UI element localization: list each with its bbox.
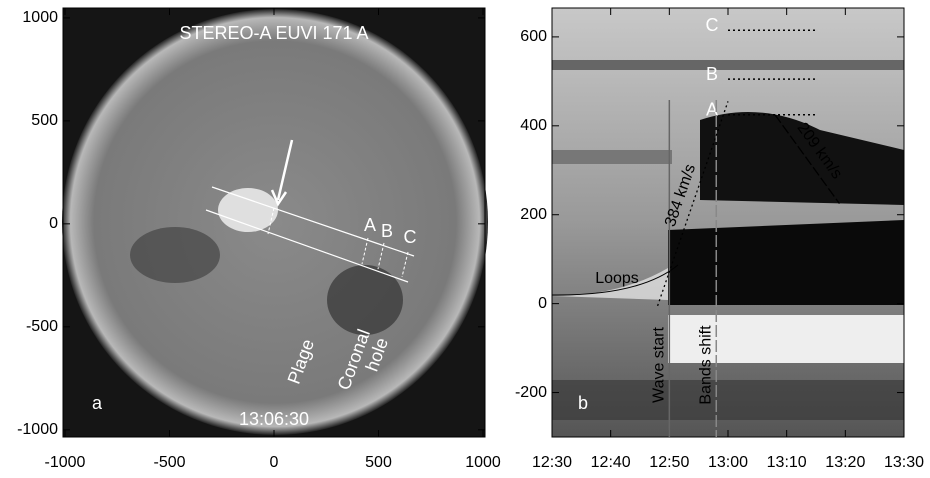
annotation: A	[364, 215, 376, 235]
speed-line	[656, 101, 729, 307]
slit-edge	[211, 186, 415, 257]
loops-label: Loops	[595, 270, 639, 287]
marker-label: Bands shift	[697, 325, 714, 405]
y-tick-label: -1000	[17, 421, 58, 438]
x-tick-label: 500	[365, 454, 392, 471]
arrow-head	[270, 189, 288, 207]
arrow	[276, 139, 294, 201]
level-label: A	[706, 99, 718, 119]
solar-disk	[62, 9, 488, 435]
x-tick-label: -1000	[45, 454, 86, 471]
annotation: B	[381, 221, 393, 241]
y-tick-label: 600	[520, 28, 547, 45]
coronal-hole	[327, 265, 403, 335]
slit-mark	[267, 207, 275, 235]
y-tick-label: -200	[515, 384, 547, 401]
x-tick-label: 13:20	[825, 454, 865, 471]
x-tick-label: 13:10	[767, 454, 807, 471]
panel-label: b	[578, 393, 588, 413]
dark-region	[130, 227, 220, 283]
band	[552, 150, 672, 164]
panel-label: a	[92, 393, 103, 413]
y-tick-label: 0	[538, 295, 547, 312]
x-tick-label: 13:30	[884, 454, 924, 471]
slit-mark	[361, 237, 369, 265]
level-label: B	[706, 64, 718, 84]
marker-label: Wave start	[651, 327, 668, 403]
x-tick-label: 0	[270, 454, 279, 471]
y-tick-label: 400	[520, 117, 547, 134]
band	[668, 315, 904, 363]
x-tick-label: 12:30	[532, 454, 572, 471]
x-tick-label: -500	[153, 454, 185, 471]
timestamp: 13:06:30	[239, 409, 309, 429]
y-tick-label: 200	[520, 206, 547, 223]
slit-edge	[205, 209, 409, 283]
chart-title: STEREO-A EUVI 171 A	[179, 23, 368, 43]
level-label: C	[706, 15, 719, 35]
x-tick-label: 12:50	[649, 454, 689, 471]
y-tick-label: 500	[31, 112, 58, 129]
slit-mark	[377, 242, 385, 270]
band	[552, 380, 904, 420]
band	[668, 220, 904, 305]
band	[700, 112, 904, 205]
bands	[552, 60, 904, 420]
speed-line	[774, 114, 840, 204]
x-tick-label: 12:40	[591, 454, 631, 471]
annotation: C	[404, 227, 417, 247]
band	[552, 268, 668, 300]
y-tick-label: -500	[26, 318, 58, 335]
x-tick-label: 1000	[465, 454, 501, 471]
slit-mark	[401, 251, 409, 278]
x-tick-label: 13:00	[708, 454, 748, 471]
active-region	[218, 188, 278, 232]
y-tick-label: 1000	[22, 9, 58, 26]
y-tick-label: 0	[49, 215, 58, 232]
band	[552, 60, 904, 70]
